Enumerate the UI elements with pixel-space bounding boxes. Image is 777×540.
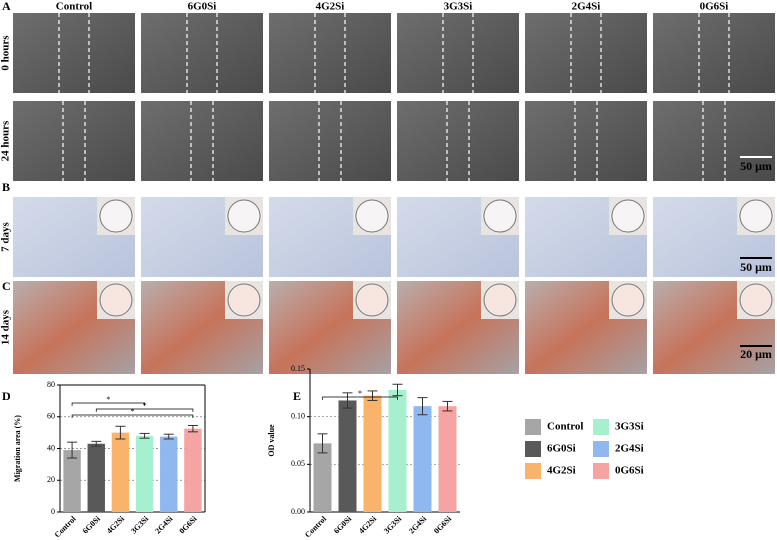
scale-bar-label: 50 μm	[740, 260, 772, 274]
dish	[611, 199, 645, 233]
significance-bracket	[71, 414, 194, 418]
bar	[388, 389, 407, 512]
y-axis-label: Migration area (%)	[13, 415, 22, 482]
dish	[739, 283, 773, 317]
scale-bar-label: 20 μm	[740, 347, 772, 361]
legend-swatch	[593, 419, 609, 435]
legend-swatch	[525, 441, 541, 457]
row-label: 14 days	[0, 309, 12, 345]
y-tick-label: 60	[47, 412, 55, 421]
x-tick-label: 6G0Si	[332, 514, 354, 536]
y-tick-label: 80	[47, 380, 55, 389]
micrograph	[653, 101, 775, 181]
dish	[99, 199, 133, 233]
row-label: 0 hours	[0, 35, 12, 71]
micrograph	[397, 13, 519, 93]
column-header: 2G4Si	[572, 1, 601, 13]
x-tick-label: 4G2Si	[105, 514, 127, 536]
legend-label: 6G0Si	[547, 443, 576, 455]
bar	[338, 400, 357, 512]
column-header: 4G2Si	[316, 1, 345, 13]
panel-label: A	[2, 0, 11, 13]
y-tick-label: 0.05	[291, 459, 305, 468]
panel-label: E	[293, 389, 301, 403]
legend-label: 3G3Si	[615, 421, 644, 433]
bar	[135, 435, 154, 512]
bar	[363, 395, 382, 512]
x-tick-label: 6G0Si	[81, 514, 103, 536]
significance-label: *	[131, 407, 135, 416]
legend-swatch	[525, 419, 541, 435]
micrograph	[397, 101, 519, 181]
column-header: 6G0Si	[188, 1, 217, 13]
significance-label: *	[358, 389, 362, 398]
legend-label: 2G4Si	[615, 443, 644, 455]
significance-bracket	[322, 396, 398, 400]
bar	[63, 450, 81, 512]
y-tick-label: 0.15	[291, 364, 305, 373]
scale-bar-label: 50 μm	[740, 159, 772, 173]
legend-label: Control	[547, 421, 583, 433]
dish	[227, 283, 261, 317]
micrograph	[141, 101, 263, 181]
dish	[355, 283, 389, 317]
micrograph	[525, 101, 647, 181]
x-tick-label: Control	[53, 514, 79, 540]
significance-bracket	[95, 408, 194, 412]
legend-label: 0G6Si	[615, 465, 644, 477]
dish	[99, 283, 133, 317]
y-tick-label: 20	[47, 475, 55, 484]
dish	[611, 283, 645, 317]
micrograph	[141, 13, 263, 93]
dish	[739, 199, 773, 233]
bar	[87, 443, 105, 512]
bar	[438, 406, 457, 512]
dish	[355, 199, 389, 233]
legend-swatch	[593, 441, 609, 457]
x-tick-label: 4G2Si	[357, 514, 379, 536]
bar	[111, 432, 130, 512]
row-label: 7 days	[0, 221, 12, 251]
y-tick-label: 0.00	[291, 507, 305, 516]
micrograph	[525, 13, 647, 93]
bar	[184, 428, 202, 512]
legend-swatch	[593, 463, 609, 479]
legend-swatch	[525, 463, 541, 479]
column-header: Control	[56, 1, 92, 13]
micrograph	[13, 101, 135, 181]
bar	[313, 443, 332, 512]
panel-label: B	[2, 180, 10, 194]
significance-label: *	[143, 401, 147, 410]
legend-label: 4G2Si	[547, 465, 576, 477]
x-tick-label: Control	[303, 514, 329, 540]
y-tick-label: 40	[47, 443, 55, 452]
x-tick-label: 2G4Si	[407, 514, 429, 536]
y-tick-label: 0.10	[291, 411, 305, 420]
dish	[483, 283, 517, 317]
panel-label: D	[2, 389, 11, 403]
micrograph	[13, 13, 135, 93]
significance-bracket	[71, 402, 145, 406]
x-tick-label: 0G6Si	[177, 514, 199, 536]
dish	[227, 199, 261, 233]
micrograph	[653, 13, 775, 93]
significance-label: *	[106, 395, 110, 404]
dish	[483, 199, 517, 233]
x-tick-label: 0G6Si	[432, 514, 454, 536]
bar	[413, 406, 432, 512]
column-header: 0G6Si	[700, 1, 729, 13]
x-tick-label: 3G3Si	[129, 514, 151, 536]
y-tick-label: 0	[51, 507, 55, 516]
micrograph	[269, 101, 391, 181]
x-tick-label: 3G3Si	[382, 514, 404, 536]
row-label: 24 hours	[0, 120, 12, 161]
y-axis-label: OD value	[267, 424, 276, 457]
bar	[160, 436, 178, 512]
column-header: 3G3Si	[444, 1, 473, 13]
micrograph	[269, 13, 391, 93]
panel-label: C	[2, 279, 11, 293]
x-tick-label: 2G4Si	[153, 514, 175, 536]
